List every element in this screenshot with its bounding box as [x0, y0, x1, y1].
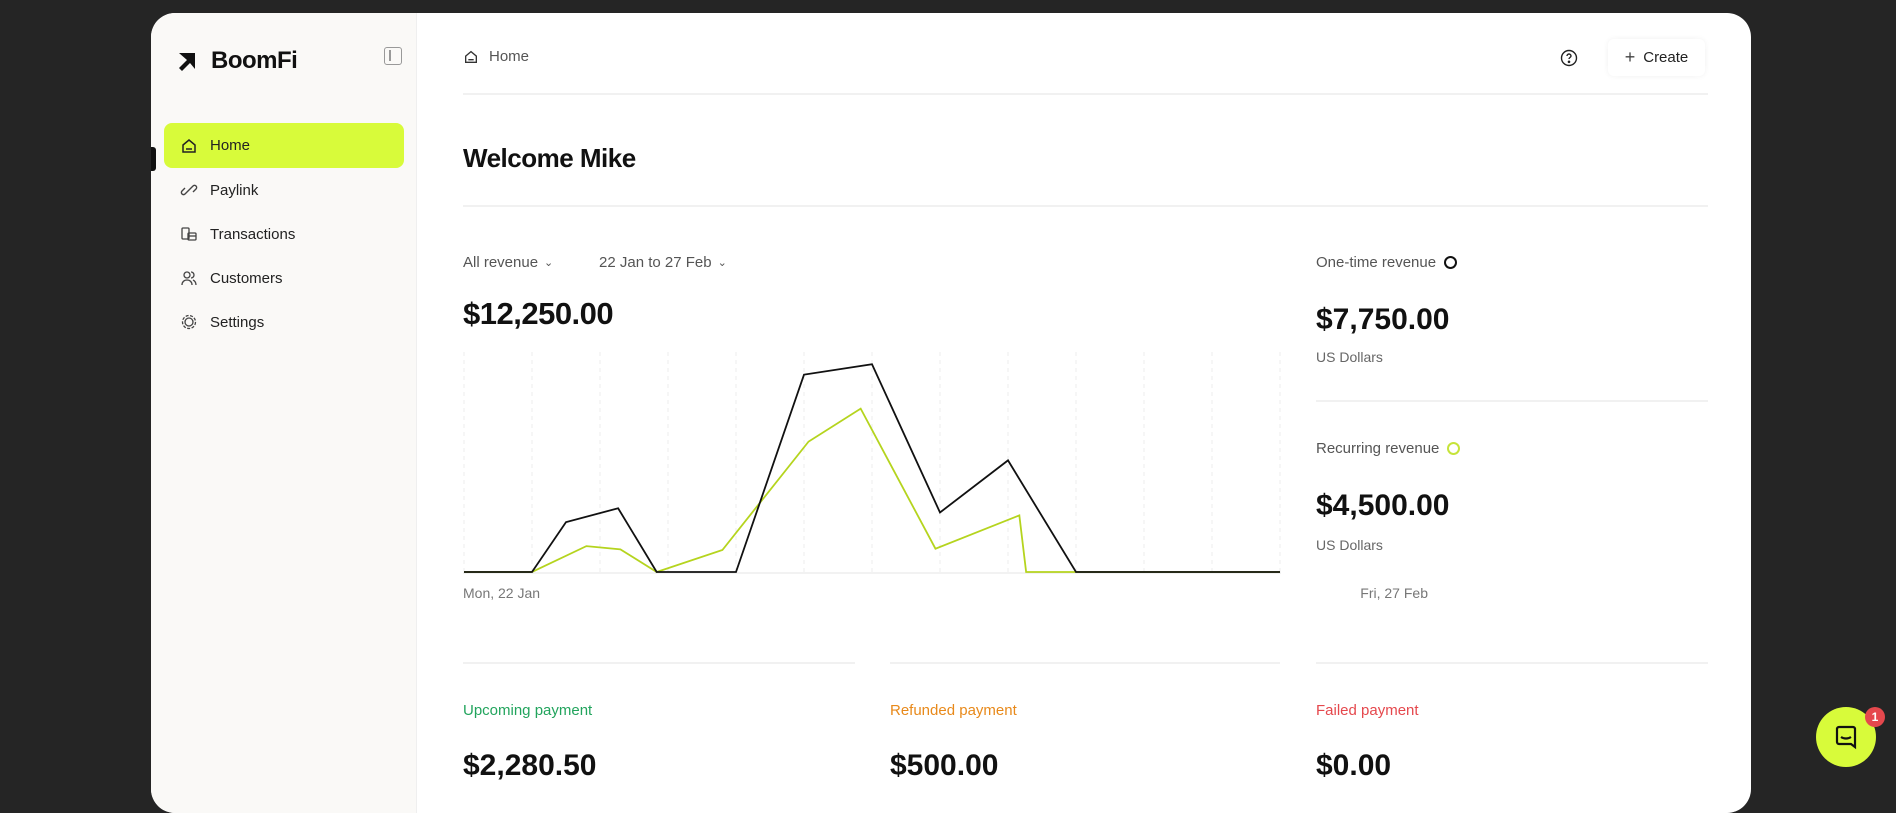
refunded-payment-card[interactable]: Refunded payment $500.00 [890, 662, 1280, 783]
logo-text: BoomFi [211, 47, 298, 74]
revenue-filter-dropdown[interactable]: All revenue ⌄ [463, 254, 553, 271]
active-indicator [151, 147, 156, 171]
chevron-down-icon: ⌄ [717, 257, 727, 269]
home-icon [182, 138, 196, 153]
sidebar-toggle-icon[interactable] [384, 47, 402, 65]
breadcrumb[interactable]: Home [463, 48, 529, 65]
one-time-currency: US Dollars [1316, 349, 1383, 365]
sidebar-nav: Home Paylink Transactions Customers Sett… [164, 123, 404, 344]
transactions-icon [181, 227, 197, 241]
sidebar-item-label: Transactions [210, 225, 296, 243]
recurring-legend-icon [1447, 442, 1461, 455]
total-revenue: $12,250.00 [463, 296, 614, 331]
logo[interactable]: BoomFi [177, 47, 298, 75]
sidebar-item-home[interactable]: Home [164, 123, 404, 168]
sidebar-item-customers[interactable]: Customers [164, 256, 404, 300]
upcoming-payment-card[interactable]: Upcoming payment $2,280.50 [463, 662, 855, 783]
one-time-revenue-value: $7,750.00 [1316, 303, 1450, 336]
sidebar-item-paylink[interactable]: Paylink [164, 168, 404, 212]
link-icon [180, 184, 198, 196]
refunded-payment-value: $500.00 [890, 749, 999, 782]
notification-badge: 1 [1865, 707, 1885, 727]
chat-icon [1835, 725, 1857, 750]
home-icon [465, 50, 477, 63]
sidebar-item-label: Settings [210, 313, 265, 331]
gear-icon [181, 314, 197, 330]
help-icon[interactable] [1560, 49, 1578, 67]
sidebar-item-settings[interactable]: Settings [164, 300, 404, 344]
series-line-recurring-revenue [464, 407, 1280, 573]
app-window: BoomFi Home Paylink Transactions Custome… [151, 13, 1751, 813]
boomfi-logo-icon [179, 53, 195, 71]
failed-payment-card[interactable]: Failed payment $0.00 [1316, 662, 1708, 783]
date-range-dropdown[interactable]: 22 Jan to 27 Feb ⌄ [599, 254, 727, 271]
divider [463, 93, 1708, 95]
date-range-label: 22 Jan to 27 Feb [599, 254, 712, 271]
upcoming-payment-value: $2,280.50 [463, 749, 597, 782]
sidebar-item-transactions[interactable]: Transactions [164, 212, 404, 256]
sidebar: BoomFi Home Paylink Transactions Custome… [151, 13, 417, 813]
recurring-currency: US Dollars [1316, 537, 1383, 553]
recurring-revenue-summary: Recurring revenue $4,500.00 US Dollars [1316, 440, 1461, 553]
failed-payment-value: $0.00 [1316, 749, 1392, 782]
create-label: Create [1643, 49, 1689, 66]
divider [463, 205, 1708, 207]
one-time-revenue-summary: One-time revenue $7,750.00 US Dollars [1316, 254, 1458, 365]
sidebar-item-label: Customers [210, 269, 283, 287]
x-axis-start-label: Mon, 22 Jan [463, 585, 541, 601]
upcoming-payment-label: Upcoming payment [463, 702, 593, 719]
page-title: Welcome Mike [463, 143, 636, 173]
refunded-payment-label: Refunded payment [890, 702, 1017, 719]
breadcrumb-home: Home [489, 48, 530, 65]
sidebar-item-label: Paylink [210, 181, 259, 199]
failed-payment-label: Failed payment [1316, 702, 1419, 719]
recurring-revenue-value: $4,500.00 [1316, 489, 1450, 522]
series-line-one-time-revenue [464, 363, 1280, 573]
create-button[interactable]: + Create [1608, 39, 1705, 76]
revenue-filter-label: All revenue [463, 254, 539, 271]
one-time-legend-icon [1444, 256, 1458, 269]
plus-icon: + [1624, 47, 1636, 67]
chevron-down-icon: ⌄ [544, 257, 554, 269]
sidebar-item-label: Home [210, 137, 251, 154]
revenue-chart [463, 352, 1281, 574]
users-icon [181, 271, 197, 286]
divider [1316, 400, 1708, 402]
recurring-revenue-label: Recurring revenue [1316, 440, 1440, 457]
x-axis-end-label: Fri, 27 Feb [1360, 585, 1428, 601]
one-time-revenue-label: One-time revenue [1316, 254, 1437, 271]
